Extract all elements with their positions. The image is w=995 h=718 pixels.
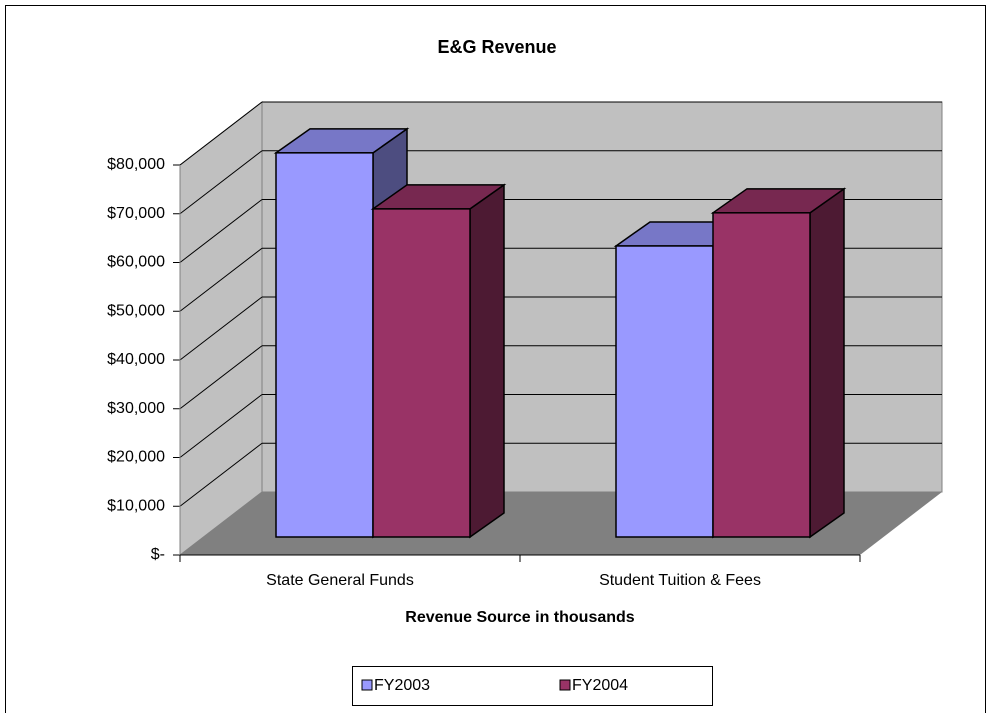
x-axis-title: Revenue Source in thousands — [405, 609, 634, 626]
bar — [275, 152, 374, 538]
bar — [712, 212, 811, 538]
grid-line — [179, 394, 263, 458]
y-tick-label: $50,000 — [107, 302, 165, 319]
grid-line — [179, 247, 263, 312]
legend-swatch — [559, 679, 571, 691]
grid-line — [179, 442, 263, 507]
y-tick-label: $- — [151, 546, 165, 563]
grid-line — [179, 150, 263, 215]
legend-box — [352, 666, 713, 706]
legend-label: FY2004 — [572, 677, 628, 694]
bar-side — [809, 187, 845, 539]
grid-line — [179, 199, 263, 263]
y-tick-label: $70,000 — [107, 205, 165, 222]
x-tick-label: State General Funds — [266, 572, 414, 589]
x-tick-label: Student Tuition & Fees — [599, 572, 761, 589]
bar — [372, 208, 471, 538]
y-tick-label: $20,000 — [107, 449, 165, 466]
grid-line — [179, 345, 263, 410]
y-tick-label: $10,000 — [107, 497, 165, 514]
chart-title: E&G Revenue — [437, 37, 556, 57]
bar — [615, 245, 714, 538]
y-tick-label: $80,000 — [107, 156, 165, 173]
grid-line — [179, 296, 263, 361]
legend-label: FY2003 — [374, 677, 430, 694]
legend-swatch — [361, 679, 373, 691]
y-tick-label: $30,000 — [107, 400, 165, 417]
bar-side — [469, 183, 505, 539]
y-tick-label: $40,000 — [107, 351, 165, 368]
y-tick-label: $60,000 — [107, 254, 165, 271]
grid-line — [179, 101, 263, 166]
